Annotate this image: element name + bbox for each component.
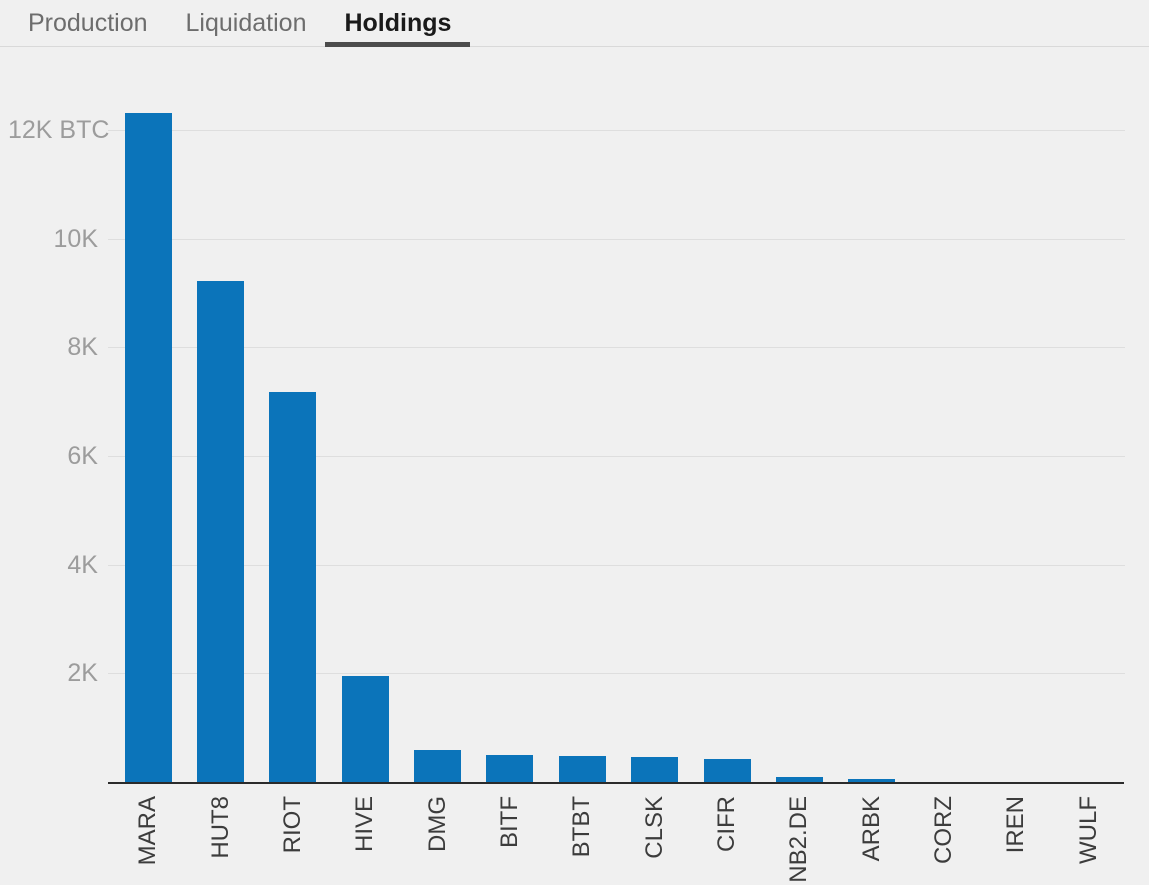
- chart-tab-bar: Production Liquidation Holdings: [0, 0, 1149, 47]
- x-axis-label-arbk: ARBK: [858, 796, 885, 862]
- tab-holdings-label: Holdings: [344, 8, 452, 37]
- bar-hut8[interactable]: [197, 281, 244, 782]
- bar-dmg[interactable]: [414, 750, 461, 782]
- tab-liquidation[interactable]: Liquidation: [167, 0, 326, 46]
- y-axis-label-8k: 8K: [67, 333, 98, 362]
- bar-mara[interactable]: [125, 113, 172, 782]
- y-axis-label-10k: 10K: [53, 224, 98, 253]
- bar-bitf[interactable]: [486, 755, 533, 782]
- x-axis-label-hut8: HUT8: [207, 796, 234, 859]
- x-axis-label-dmg: DMG: [424, 796, 451, 852]
- bar-btbt[interactable]: [559, 756, 606, 782]
- gridline-10k: [108, 238, 1125, 240]
- tab-liquidation-label: Liquidation: [185, 8, 307, 37]
- tab-production-label: Production: [28, 8, 148, 37]
- x-axis-label-cifr: CIFR: [713, 796, 740, 852]
- y-axis-label-2k: 2K: [67, 659, 98, 688]
- x-axis-line: [108, 782, 1124, 784]
- y-axis-label-6k: 6K: [67, 442, 98, 470]
- gridline-6k: [108, 456, 1125, 457]
- x-axis-label-iren: IREN: [1002, 796, 1029, 854]
- x-axis-label-nb2-de: NB2.DE: [785, 796, 812, 883]
- x-axis-label-btbt: BTBT: [568, 796, 595, 858]
- gridline-4k: [108, 564, 1125, 566]
- bar-hive[interactable]: [342, 676, 389, 782]
- active-tab-indicator: [325, 42, 471, 47]
- x-axis-label-hive: HIVE: [351, 796, 378, 853]
- y-axis-label-12k-btc: 12K BTC: [8, 116, 110, 144]
- x-axis-label-clsk: CLSK: [641, 796, 668, 859]
- tab-production[interactable]: Production: [9, 0, 167, 46]
- tab-holdings[interactable]: Holdings: [325, 0, 471, 47]
- bar-cifr[interactable]: [704, 759, 751, 782]
- x-axis-label-mara: MARA: [134, 796, 161, 866]
- gridline-2k: [108, 673, 1125, 675]
- x-axis-label-wulf: WULF: [1075, 796, 1102, 864]
- x-axis-label-corz: CORZ: [930, 796, 957, 864]
- x-axis-label-riot: RIOT: [279, 796, 306, 854]
- bar-nb2-de[interactable]: [776, 777, 823, 782]
- bar-arbk[interactable]: [848, 779, 895, 782]
- bar-clsk[interactable]: [631, 757, 678, 782]
- gridline-12k-btc: [108, 130, 1125, 131]
- y-axis-label-4k: 4K: [67, 550, 98, 579]
- bar-riot[interactable]: [269, 392, 316, 782]
- x-axis-label-bitf: BITF: [496, 796, 523, 848]
- gridline-8k: [108, 347, 1125, 349]
